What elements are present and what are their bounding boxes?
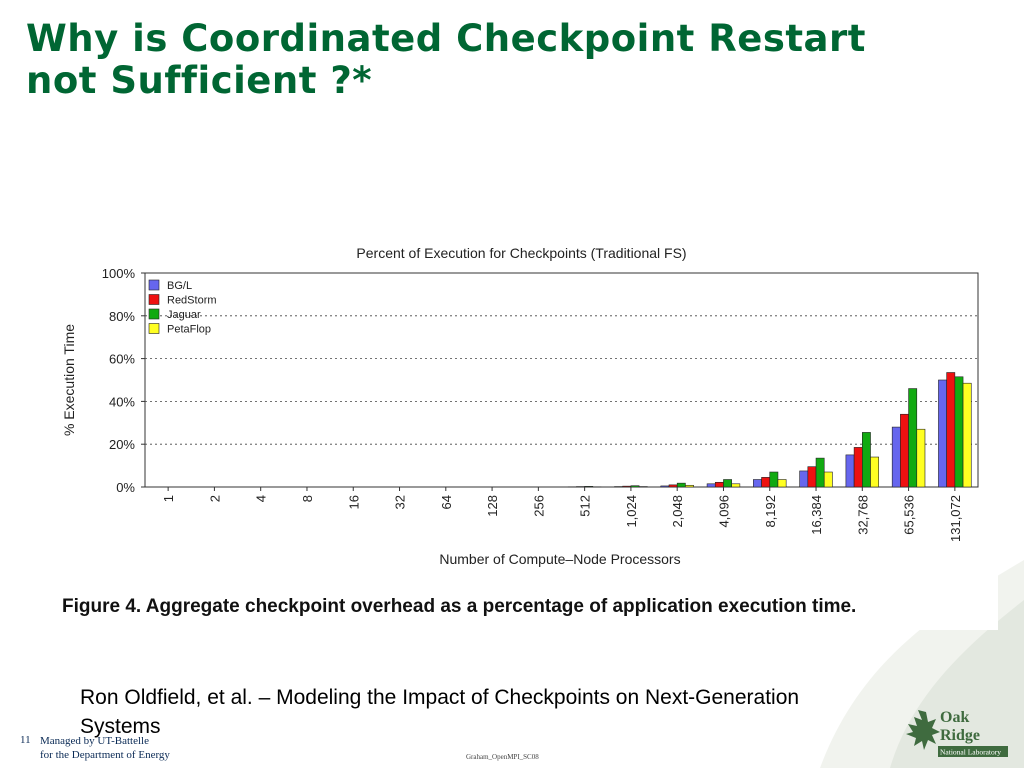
bar [630,485,640,488]
footer-managed-line-1: Managed by UT-Battelle [40,735,149,747]
x-tick-label: 128 [485,495,500,517]
citation-text: Ron Oldfield, et al. – Modeling the Impa… [80,686,800,738]
bar [900,413,909,488]
logo-text-oak: Oak [940,709,969,726]
bar [676,482,686,488]
bar [862,432,871,488]
slide-title-line-2: not Sufficient ?* [26,59,373,102]
x-tick-label: 1 [161,495,176,502]
legend-swatch [148,279,160,291]
legend-label: BG/L [167,280,192,292]
x-tick-label: 16 [346,495,361,509]
x-tick-label: 131,072 [948,495,963,542]
legend-swatch [148,308,160,320]
leaf-icon [906,710,940,750]
bar [891,426,901,488]
bar [660,485,670,488]
y-tick-label: 60% [109,352,135,367]
bar [753,479,762,488]
x-tick-label: 4,096 [716,495,731,528]
bar [962,382,972,488]
figure-caption: Figure 4. Aggregate checkpoint overhead … [62,596,857,617]
bar [954,376,964,488]
x-tick-label: 512 [578,495,593,517]
bar [916,428,926,488]
y-tick-label: 20% [109,437,135,452]
bar [706,483,716,488]
footer-presentation-id: Graham_OpenMPI_SC08 [466,753,539,761]
logo-text-ridge: Ridge [940,727,980,744]
x-tick-label: 1,024 [624,495,639,528]
slide-title-line-1: Why is Coordinated Checkpoint Restart [26,17,866,60]
bar [823,471,833,488]
bar [853,447,863,488]
figure-panel: Percent of Execution for Checkpoints (Tr… [52,232,998,630]
footer-managed-line-2: for the Department of Energy [40,749,170,761]
legend-label: RedStorm [167,295,217,307]
bar [769,471,779,488]
x-tick-label: 2,048 [670,495,685,528]
bar [714,481,724,488]
y-tick-label: 40% [109,394,135,409]
y-tick-label: 100% [102,266,136,281]
x-axis-label: Number of Compute–Node Processors [439,551,680,567]
legend-swatch [148,323,160,334]
legend-label: PetaFlop [167,324,211,336]
y-axis-label: % Execution Time [61,324,77,436]
bar [908,388,918,488]
x-tick-label: 256 [531,495,546,517]
x-tick-label: 2 [207,495,222,502]
bar [723,479,732,488]
bar [938,379,947,488]
bar [668,484,678,488]
legend-label: Jaguar [167,309,201,321]
y-tick-label: 80% [109,309,135,324]
bar [946,372,956,488]
slide-title: Why is Coordinated Checkpoint Restart no… [26,18,986,102]
bar [731,483,741,488]
y-tick-label: 0% [116,480,135,495]
bar [799,470,809,488]
x-tick-label: 8 [300,495,315,502]
bar [870,456,880,488]
bar [622,485,632,488]
x-tick-label: 32,768 [855,495,870,535]
bar [815,457,825,488]
bar [777,479,787,488]
x-tick-label: 4 [254,495,269,502]
chart-title: Percent of Execution for Checkpoints (Tr… [356,245,686,261]
bar [685,484,694,488]
footer-managed-by: Managed by UT-Battelle for the Departmen… [40,734,170,762]
bar [845,454,855,488]
bar [584,486,594,488]
x-tick-label: 32 [393,495,408,509]
x-tick-label: 8,192 [763,495,778,528]
x-tick-label: 16,384 [809,495,824,535]
oak-ridge-logo: Oak Ridge National Laboratory [906,709,1008,757]
legend-swatch [148,294,160,305]
x-tick-label: 65,536 [902,495,917,535]
logo-text-national-laboratory: National Laboratory [940,748,1001,757]
bar-chart: Percent of Execution for Checkpoints (Tr… [61,245,979,567]
bar [807,466,817,488]
x-tick-label: 64 [439,495,454,509]
plot-frame [144,272,979,488]
bar [761,477,771,488]
slide-number: 11 [20,734,31,746]
